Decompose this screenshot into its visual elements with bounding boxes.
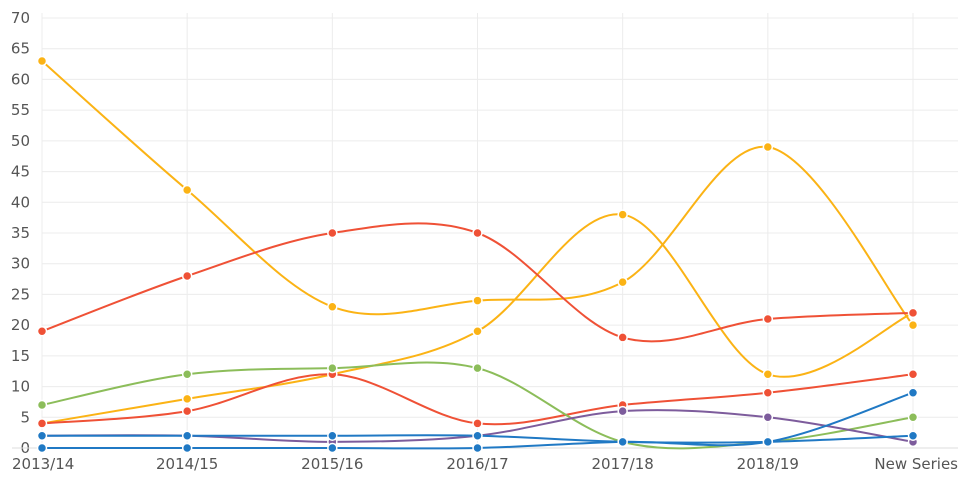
data-point[interactable] — [762, 387, 774, 398]
y-tick-label: 50 — [11, 132, 30, 150]
data-point[interactable] — [907, 307, 919, 319]
data-point[interactable] — [36, 55, 48, 67]
y-tick-label: 40 — [11, 193, 30, 211]
data-point[interactable] — [907, 369, 919, 380]
series-3 — [36, 222, 919, 343]
data-point[interactable] — [907, 430, 919, 441]
data-point[interactable] — [762, 369, 774, 380]
data-point[interactable] — [907, 319, 919, 331]
x-tick-label: 2018/19 — [737, 455, 799, 473]
y-tick-label: 20 — [11, 316, 30, 334]
x-tick-label: 2014/15 — [156, 455, 218, 473]
series-4 — [36, 369, 919, 429]
data-point[interactable] — [617, 436, 628, 448]
data-point[interactable] — [327, 227, 338, 239]
y-tick-label: 10 — [11, 378, 30, 396]
y-tick-label: 70 — [11, 9, 30, 27]
y-tick-label: 25 — [11, 285, 30, 303]
data-point[interactable] — [907, 412, 919, 423]
data-point[interactable] — [472, 326, 483, 337]
data-point[interactable] — [327, 430, 338, 441]
data-point[interactable] — [472, 442, 483, 454]
y-tick-label: 65 — [11, 40, 30, 58]
data-point[interactable] — [36, 430, 48, 441]
data-point[interactable] — [181, 405, 193, 417]
data-point[interactable] — [472, 295, 483, 306]
y-tick-label: 5 — [20, 408, 30, 426]
series-group — [36, 55, 919, 454]
y-tick-label: 35 — [11, 224, 30, 242]
data-point[interactable] — [762, 436, 774, 448]
data-point[interactable] — [181, 369, 193, 380]
data-point[interactable] — [36, 418, 48, 429]
data-point[interactable] — [472, 227, 483, 239]
data-point[interactable] — [617, 209, 628, 220]
series-1 — [36, 55, 919, 331]
data-point[interactable] — [36, 399, 48, 411]
data-point[interactable] — [907, 387, 919, 398]
data-point[interactable] — [36, 442, 48, 454]
y-tick-label: 30 — [11, 255, 30, 273]
data-point[interactable] — [472, 430, 483, 441]
y-tick-label: 60 — [11, 70, 30, 88]
x-axis: 2013/14 2014/15 2015/16 2016/17 2017/18 2018/… — [12, 447, 958, 473]
x-tick-label: 2015/16 — [301, 455, 363, 473]
data-point[interactable] — [181, 430, 193, 441]
data-point[interactable] — [762, 313, 774, 325]
data-point[interactable] — [617, 332, 628, 343]
data-point[interactable] — [36, 326, 48, 337]
data-point[interactable] — [762, 141, 774, 153]
x-tick-label: 2017/18 — [592, 455, 654, 473]
data-point[interactable] — [617, 276, 628, 288]
data-point[interactable] — [181, 442, 193, 454]
data-point[interactable] — [181, 393, 193, 405]
data-point[interactable] — [762, 412, 774, 423]
data-point[interactable] — [327, 301, 338, 312]
data-point[interactable] — [617, 405, 628, 417]
data-point[interactable] — [181, 184, 193, 196]
y-tick-label: 45 — [11, 163, 30, 181]
y-tick-label: 15 — [11, 347, 30, 365]
data-point[interactable] — [327, 362, 338, 374]
data-point[interactable] — [181, 270, 193, 282]
x-tick-label: New Series — [874, 455, 958, 473]
series-8 — [36, 430, 919, 448]
x-tick-label: 2016/17 — [446, 455, 508, 473]
data-point[interactable] — [472, 418, 483, 429]
data-point[interactable] — [472, 362, 483, 374]
y-tick-label: 55 — [11, 101, 30, 119]
x-tick-label: 2013/14 — [12, 455, 74, 473]
data-point[interactable] — [327, 442, 338, 454]
gridlines — [41, 13, 958, 449]
